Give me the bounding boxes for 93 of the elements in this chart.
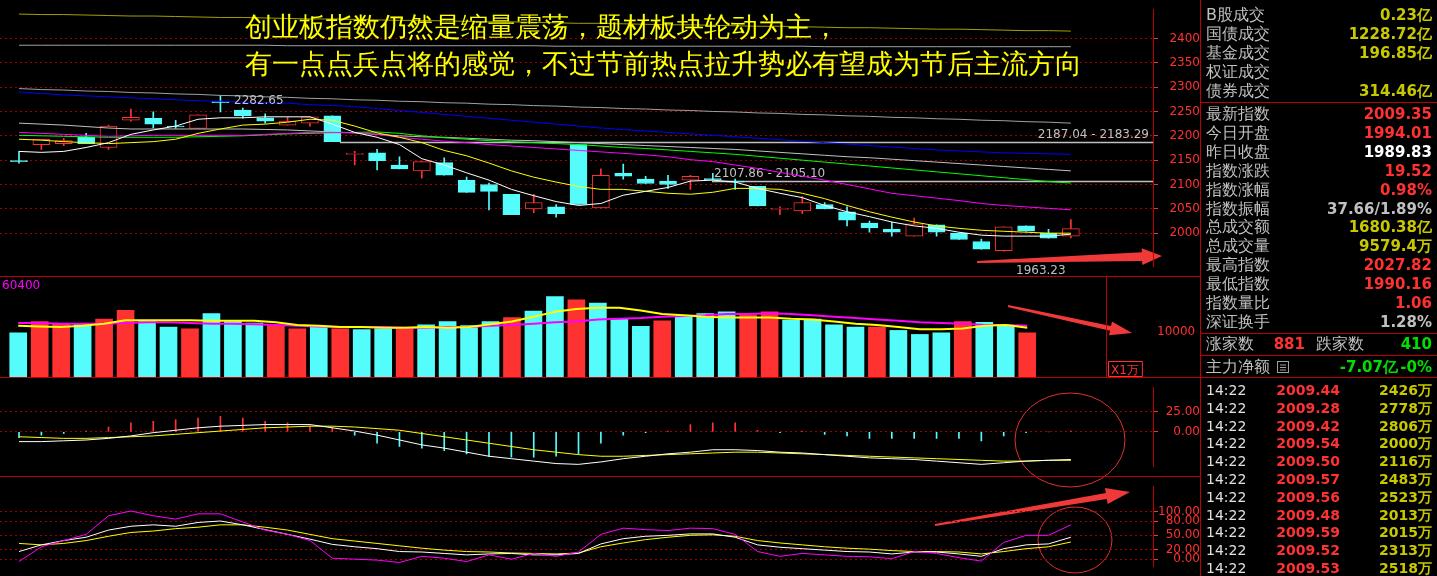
text: 1994.01	[1363, 123, 1432, 142]
category-label: 14:22	[1206, 434, 1247, 453]
text: 1680.38亿	[1348, 218, 1432, 237]
data-label: 2009.56	[1276, 487, 1340, 506]
text: 1.06	[1394, 294, 1432, 312]
category-label: 涨家数	[1206, 334, 1254, 353]
data-label: 2806万	[1379, 416, 1432, 435]
data-label: 2009.59	[1276, 523, 1340, 542]
data-label: 2523万	[1379, 487, 1432, 506]
category-label: 最新指数	[1206, 104, 1270, 123]
data-label: 2426万	[1379, 381, 1432, 399]
category-label: 指数量比	[1206, 293, 1270, 312]
category-label: 14:22	[1206, 398, 1247, 417]
category-label: 总成交量	[1206, 236, 1270, 256]
text: 10000	[1157, 324, 1196, 338]
category-label: 权证成交	[1206, 62, 1270, 81]
text: 2009.35	[1363, 105, 1432, 123]
y-tick-label: 2200	[1169, 127, 1200, 142]
category-label: 14:22	[1206, 470, 1247, 488]
text: 60400	[2, 278, 41, 292]
text: 0.23亿	[1379, 6, 1432, 24]
data-label: 2483万	[1379, 470, 1432, 488]
text: -7.07亿	[1339, 358, 1398, 376]
category-label: 深证换手	[1206, 311, 1270, 331]
category-label: 今日开盘	[1206, 122, 1270, 142]
data-label: 2015万	[1379, 523, 1432, 542]
data-label: 2518万	[1379, 559, 1432, 576]
text: 314.46亿	[1359, 82, 1432, 100]
data-label: 2009.42	[1276, 416, 1340, 435]
data-label: 2009.50	[1276, 452, 1340, 471]
text: 410	[1400, 335, 1432, 353]
chart-title: 创业板指数仍然是缩量震荡，题材板块轮动为主，	[245, 11, 839, 42]
category-label: 最低指数	[1206, 274, 1270, 294]
y-tick-label: 2150	[1169, 152, 1200, 167]
y-tick-label: 25.00	[1165, 403, 1200, 418]
y-tick-label: 2250	[1169, 103, 1200, 118]
category-label: 国债成交	[1206, 24, 1270, 43]
category-label: 14:22	[1206, 452, 1247, 471]
data-label: 2009.52	[1276, 541, 1340, 560]
y-axis-title: X1万	[1111, 363, 1139, 377]
y-tick-label: 2350	[1169, 54, 1200, 69]
text: 1.28%	[1379, 312, 1432, 331]
y-tick-label: 2000	[1169, 225, 1200, 240]
text: 881	[1273, 335, 1305, 353]
text: 196.85亿	[1359, 44, 1432, 62]
category-label: 指数涨幅	[1206, 179, 1270, 199]
data-label: 2313万	[1379, 541, 1432, 560]
category-label: 基金成交	[1206, 43, 1270, 62]
category-label: 14:22	[1206, 381, 1247, 399]
ref-line-label: 2107.86 - 2105.10	[714, 165, 826, 180]
text: 1990.16	[1363, 275, 1432, 294]
category-label: 跌家数	[1316, 334, 1364, 353]
data-label: 2009.57	[1276, 470, 1340, 488]
data-label: 2778万	[1379, 398, 1432, 417]
y-tick-label: 0.00	[1173, 424, 1200, 438]
data-label: 2009.54	[1276, 434, 1340, 453]
text: 有一点点兵点将的感觉，不过节前热点拉升势必有望成为节后主流方向	[245, 48, 1082, 79]
y-tick-label: 2100	[1169, 176, 1200, 191]
category-label: 指数涨跌	[1206, 160, 1270, 180]
category-label: 指数振幅	[1206, 198, 1270, 218]
data-label: 2009.53	[1276, 559, 1340, 576]
category-label: 14:22	[1206, 541, 1247, 560]
y-tick-label: 2400	[1169, 30, 1200, 45]
category-label: 债券成交	[1206, 81, 1270, 100]
text: 1228.72亿	[1348, 25, 1432, 43]
text: 19.52	[1384, 161, 1432, 180]
data-label: 2116万	[1379, 452, 1432, 471]
data-label: 2013万	[1379, 505, 1432, 524]
text: 9579.4万	[1359, 237, 1432, 256]
text: 1989.83	[1363, 142, 1432, 161]
category-label: 14:22	[1206, 523, 1247, 542]
y-tick-label: 2300	[1169, 79, 1200, 94]
category-label: 昨日收盘	[1206, 141, 1270, 161]
ref-line-label: 2187.04 - 2183.29	[1037, 126, 1150, 141]
text: 2027.82	[1363, 256, 1432, 275]
text: 37.66/1.89%	[1327, 199, 1432, 218]
y-tick-label: 50.00	[1165, 527, 1200, 542]
data-label: 2000万	[1379, 434, 1432, 453]
data-label: 2009.48	[1276, 505, 1340, 524]
text: 0.98%	[1379, 180, 1432, 199]
y-tick-label: 2050	[1169, 200, 1200, 215]
category-label: 14:22	[1206, 487, 1247, 506]
category-label: 最高指数	[1206, 255, 1270, 275]
data-label: 2009.28	[1276, 398, 1340, 417]
category-label: 主力净额	[1206, 357, 1270, 376]
category-label: B股成交	[1206, 5, 1265, 24]
category-label: 14:22	[1206, 505, 1247, 524]
category-label: 14:22	[1206, 416, 1247, 435]
annotation: 1963.23	[1016, 263, 1066, 277]
text: -0%	[1400, 358, 1432, 376]
data-label: 2009.44	[1276, 381, 1340, 399]
category-label: 总成交额	[1206, 217, 1270, 237]
category-label: 14:22	[1206, 559, 1247, 576]
